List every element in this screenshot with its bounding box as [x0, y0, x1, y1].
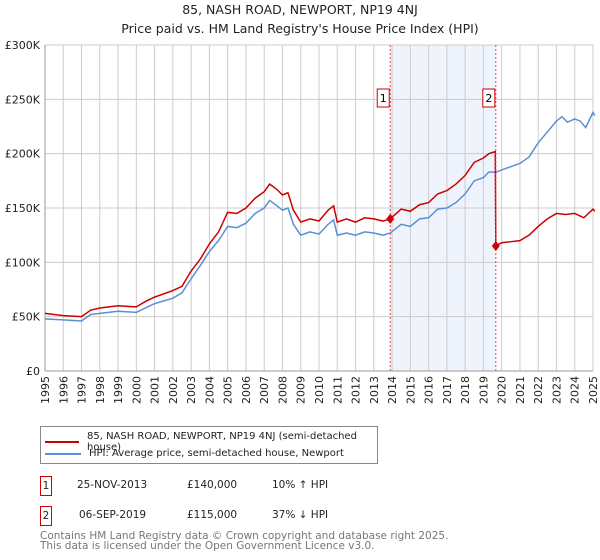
- hpi-line: [44, 110, 596, 322]
- legend-swatch-property: [45, 441, 79, 443]
- x-tick-label: 2023: [550, 376, 563, 404]
- x-tick-label: 2008: [276, 376, 289, 404]
- x-tick-label: 2017: [441, 376, 454, 404]
- x-tick-label: 2012: [350, 376, 363, 404]
- footer: Contains HM Land Registry data © Crown c…: [40, 530, 449, 552]
- sale-badge: 2: [40, 506, 52, 526]
- sale-date: 06-SEP-2019: [79, 509, 147, 521]
- x-tick-label: 1995: [39, 376, 52, 404]
- y-tick-label: £50K: [12, 311, 41, 324]
- x-tick-label: 2006: [240, 376, 253, 404]
- chart-subtitle: Price paid vs. HM Land Registry's House …: [121, 21, 479, 36]
- x-tick-label: 2014: [386, 376, 399, 404]
- x-tick-label: 2019: [477, 376, 490, 404]
- legend-swatch-hpi: [45, 452, 81, 455]
- property-price-line: [44, 150, 596, 318]
- sale-marker-label: 2: [485, 92, 492, 105]
- sale-date: 25-NOV-2013: [77, 479, 148, 491]
- x-tick-label: 2010: [313, 376, 326, 404]
- sale-point: [491, 241, 500, 252]
- chart-title: 85, NASH ROAD, NEWPORT, NP19 4NJ: [182, 2, 418, 17]
- x-tick-label: 2005: [222, 376, 235, 404]
- x-tick-label: 1997: [76, 376, 89, 404]
- x-tick-label: 2002: [167, 376, 180, 404]
- x-tick-label: 2025: [587, 376, 600, 404]
- y-tick-label: £0: [26, 365, 40, 378]
- sale-row: 1 25-NOV-2013 £140,000 10% ↑ HPI: [40, 476, 440, 496]
- y-tick-label: £200K: [5, 148, 41, 161]
- x-tick-label: 1996: [57, 376, 70, 404]
- x-tick-label: 2009: [295, 376, 308, 404]
- footer-licence: This data is licensed under the Open Gov…: [40, 540, 375, 552]
- y-tick-label: £100K: [5, 256, 41, 269]
- x-tick-label: 2003: [185, 376, 198, 404]
- y-tick-label: £250K: [5, 93, 41, 106]
- sale-marker-badge: [482, 88, 496, 108]
- x-tick-label: 2024: [569, 376, 582, 404]
- legend-label-hpi: HPI: Average price, semi-detached house,…: [89, 448, 344, 459]
- sale-hpi-diff: 37% ↓ HPI: [272, 509, 329, 521]
- sale-marker-badge: [376, 88, 390, 108]
- legend: 85, NASH ROAD, NEWPORT, NP19 4NJ (semi-d…: [40, 426, 378, 464]
- sale-price: £140,000: [187, 479, 238, 491]
- chart-plot: 1995 1996 1997 1998 1999 2000 2001 2002 2003 2004…: [5, 39, 600, 404]
- sale-badge: 1: [40, 476, 52, 496]
- x-tick-label: 1999: [112, 376, 125, 404]
- x-tick-label: 2020: [496, 376, 509, 404]
- x-tick-label: 2018: [459, 376, 472, 404]
- x-tick-label: 2000: [130, 376, 143, 404]
- x-tick-label: 2001: [149, 376, 162, 404]
- y-tick-label: £300K: [5, 39, 41, 52]
- x-tick-label: 2015: [404, 376, 417, 404]
- y-tick-label: £150K: [5, 202, 41, 215]
- x-tick-label: 1998: [94, 376, 107, 404]
- legend-label-property: 85, NASH ROAD, NEWPORT, NP19 4NJ (semi-d…: [86, 431, 357, 453]
- x-tick-label: 2004: [203, 376, 216, 404]
- sale-row: 2 06-SEP-2019 £115,000 37% ↓ HPI: [40, 506, 440, 526]
- x-tick-label: 2022: [532, 376, 545, 404]
- sale-marker-label: 1: [380, 92, 387, 105]
- x-tick-label: 2016: [423, 376, 436, 404]
- x-tick-label: 2007: [258, 376, 271, 404]
- footer-copyright: Contains HM Land Registry data © Crown c…: [40, 530, 449, 542]
- x-tick-label: 2021: [514, 376, 527, 404]
- x-tick-label: 2011: [331, 376, 344, 404]
- sale-point: [386, 213, 395, 224]
- sale-hpi-diff: 10% ↑ HPI: [272, 479, 329, 491]
- sale-price: £115,000: [187, 509, 238, 521]
- x-tick-label: 2013: [368, 376, 381, 404]
